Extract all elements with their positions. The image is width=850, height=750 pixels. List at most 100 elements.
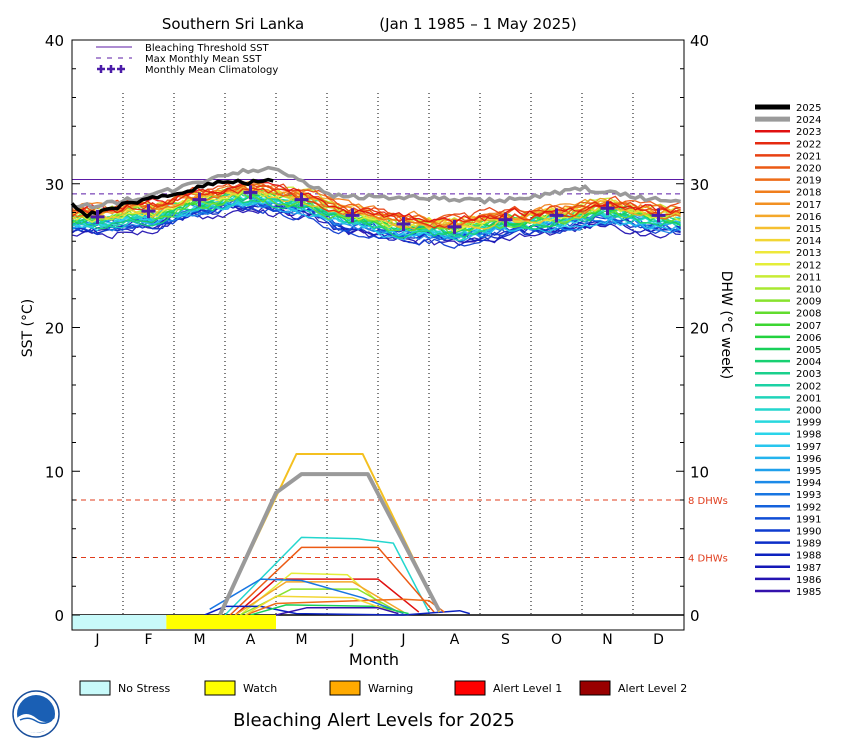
axes: 0 10 20 30 40 0 10 20 30 40 J F M A M J J A S O N D <box>45 32 709 648</box>
footer-title: Bleaching Alert Levels for 2025 <box>233 710 515 731</box>
year-legend-label: 1985 <box>796 587 821 598</box>
year-legend-label: 2024 <box>796 115 821 126</box>
x-tick-label: O <box>551 632 562 648</box>
y-tick-label-left: 10 <box>45 463 64 481</box>
year-legend-label: 1999 <box>796 418 821 429</box>
year-legend-label: 2002 <box>796 381 821 392</box>
dhw-line <box>239 572 389 616</box>
x-tick-label: M <box>295 632 307 648</box>
year-legend-label: 2020 <box>796 164 821 175</box>
climatology-marker <box>192 192 207 207</box>
climatology-marker <box>141 204 156 219</box>
sst-line-2019 <box>71 183 681 230</box>
y-tick-label-left: 30 <box>45 176 64 194</box>
alert-segment <box>166 615 276 629</box>
x-tick-label: J <box>349 632 354 648</box>
alert-bar <box>72 615 276 629</box>
sst-line-2021 <box>71 180 681 223</box>
y-tick-label-left: 20 <box>45 320 64 338</box>
sst-line-2008 <box>71 192 681 234</box>
alert-legend-label: Warning <box>368 682 413 695</box>
year-legend-label: 2008 <box>796 309 821 320</box>
month-gridlines <box>122 93 634 615</box>
legend-climatology-marker <box>107 65 115 73</box>
x-axis-label: Month <box>349 650 399 669</box>
plot-area <box>72 40 684 615</box>
dhw-line-2024 <box>218 472 441 616</box>
sst-line-2023 <box>71 180 681 225</box>
y-axis-label-right: DHW (°C week) <box>718 271 734 380</box>
climatology-markers <box>90 185 666 234</box>
climatology-marker <box>600 201 615 216</box>
year-legend-label: 1994 <box>796 478 821 489</box>
alert-legend-label: No Stress <box>118 682 171 695</box>
year-legend-label: 2010 <box>796 285 821 296</box>
year-legend-label: 2007 <box>796 321 821 332</box>
alert-legend-swatch <box>579 680 611 696</box>
climatology-marker <box>90 209 105 224</box>
sst-line-2025 <box>70 177 274 219</box>
y-tick-label-right: 20 <box>690 320 709 338</box>
x-tick-label: M <box>193 632 205 648</box>
year-legend-label: 2021 <box>796 151 821 162</box>
dhw-threshold-label: 8 DHWs <box>688 496 728 507</box>
year-legend-label: 1993 <box>796 490 821 501</box>
dhw-line <box>275 607 399 616</box>
alert-segment <box>72 615 167 629</box>
plot-frame <box>71 39 685 631</box>
year-legend-label: 1992 <box>796 502 821 513</box>
dhw-series <box>204 453 471 616</box>
x-tick-label: A <box>246 632 256 648</box>
climatology-marker <box>549 208 564 223</box>
x-tick-label: S <box>501 632 510 648</box>
dhw-line <box>209 578 404 615</box>
year-legend-label: 2014 <box>796 236 821 247</box>
x-tick-label: D <box>653 632 664 648</box>
legend-label: Max Monthly Mean SST <box>145 54 262 65</box>
year-legend-label: 1989 <box>796 539 821 550</box>
dhw-line <box>245 595 394 616</box>
chart-title: Southern Sri Lanka <box>162 15 304 33</box>
dhw-line <box>250 604 409 616</box>
year-legend-label: 2012 <box>796 260 821 271</box>
y-tick-label-left: 0 <box>54 607 64 625</box>
year-legend-label: 2003 <box>796 369 821 380</box>
sst-line-1990 <box>71 204 681 250</box>
year-legend-label: 2011 <box>796 272 821 283</box>
dhw-line <box>224 536 430 616</box>
legend-label: Bleaching Threshold SST <box>145 43 270 54</box>
climatology-marker <box>396 217 411 231</box>
year-legend-label: 2001 <box>796 393 821 404</box>
year-legend-label: 2000 <box>796 406 821 417</box>
x-tick-label: A <box>450 632 460 648</box>
x-tick-label: F <box>144 632 152 648</box>
x-tick-label: J <box>400 632 405 648</box>
year-legend-label: 2015 <box>796 224 821 235</box>
year-legend-label: 1990 <box>796 527 821 538</box>
climatology-marker <box>498 212 513 227</box>
dhw-threshold-label: 4 DHWs <box>688 554 728 565</box>
year-legend-label: 2013 <box>796 248 821 259</box>
year-legend-label: 1995 <box>796 466 821 477</box>
year-legend-label: 2004 <box>796 357 821 368</box>
year-legend-label: 1991 <box>796 514 821 525</box>
alert-legend-swatch <box>454 680 486 696</box>
climatology-marker <box>345 208 360 223</box>
year-legend-label: 2018 <box>796 188 821 199</box>
year-legend-label: 1987 <box>796 563 821 574</box>
legend-climatology-marker <box>117 65 125 73</box>
year-legend-label: 1988 <box>796 551 821 562</box>
x-tick-label: J <box>94 632 99 648</box>
alert-legend-label: Alert Level 2 <box>618 682 687 695</box>
dhw-line <box>234 581 404 616</box>
year-legend-label: 2023 <box>796 127 821 138</box>
alert-legend-swatch <box>79 680 111 696</box>
year-legend-label: 2022 <box>796 139 821 150</box>
sst-series <box>70 165 682 250</box>
y-axis-label-left: SST (°C) <box>20 299 36 357</box>
year-legend-label: 2009 <box>796 297 821 308</box>
climatology-marker <box>294 192 309 207</box>
year-legend-label: 2005 <box>796 345 821 356</box>
